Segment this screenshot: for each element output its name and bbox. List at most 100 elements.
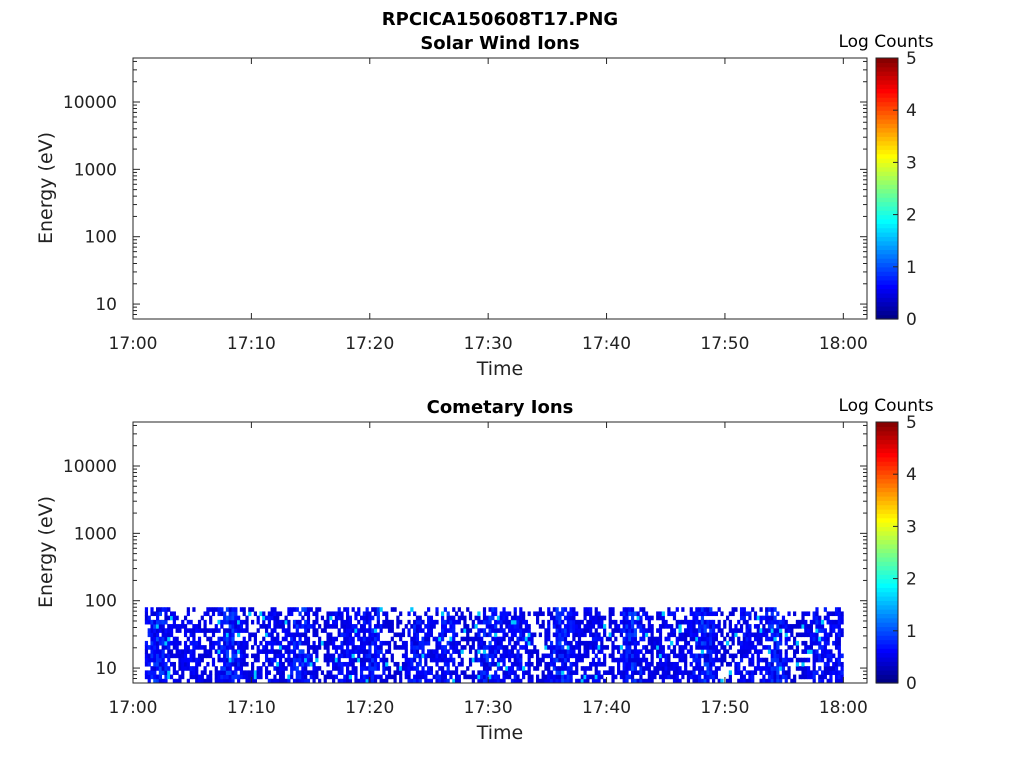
colorbar-segment bbox=[876, 297, 898, 303]
heatmap-cell bbox=[625, 611, 629, 617]
heatmap-cell bbox=[633, 628, 637, 633]
heatmap-cell bbox=[161, 649, 165, 654]
heatmap-cell bbox=[561, 661, 565, 667]
heatmap-cell bbox=[837, 624, 841, 629]
heatmap-cell bbox=[443, 628, 447, 633]
heatmap-cell bbox=[306, 670, 311, 675]
heatmap-cell bbox=[577, 645, 582, 650]
heatmap-cell bbox=[594, 615, 598, 621]
heatmap-cell bbox=[365, 657, 369, 663]
heatmap-cell bbox=[276, 661, 280, 667]
heatmap-cell bbox=[186, 636, 190, 642]
heatmap-cell bbox=[689, 661, 693, 667]
heatmap-cell bbox=[488, 674, 492, 680]
heatmap-cell bbox=[217, 636, 221, 642]
heatmap-cell bbox=[510, 670, 515, 675]
heatmap-cell bbox=[591, 636, 596, 642]
heatmap-cell bbox=[798, 632, 802, 638]
heatmap-cell bbox=[793, 624, 797, 629]
heatmap-cell bbox=[298, 670, 302, 675]
heatmap-cell bbox=[563, 636, 568, 642]
heatmap-cell bbox=[793, 678, 797, 684]
colorbar-segment bbox=[876, 426, 898, 432]
heatmap-cell bbox=[642, 678, 646, 684]
colorbar-tick-label: 2 bbox=[906, 570, 917, 590]
heatmap-cell bbox=[228, 628, 232, 633]
heatmap-cell bbox=[178, 661, 182, 667]
heatmap-cell bbox=[664, 624, 668, 629]
heatmap-cell bbox=[684, 619, 688, 625]
heatmap-cell bbox=[678, 628, 682, 633]
heatmap-cell bbox=[323, 640, 327, 646]
colorbar-segment bbox=[876, 240, 898, 246]
heatmap-cell bbox=[742, 607, 746, 612]
heatmap-cell bbox=[480, 636, 484, 642]
heatmap-cell bbox=[832, 666, 836, 671]
heatmap-cell bbox=[334, 666, 339, 671]
heatmap-cell bbox=[485, 670, 489, 675]
heatmap-cell bbox=[365, 649, 369, 654]
heatmap-cell bbox=[684, 615, 688, 621]
heatmap-cell bbox=[558, 615, 562, 621]
heatmap-cell bbox=[714, 636, 718, 642]
heatmap-cell bbox=[742, 674, 746, 680]
heatmap-cell bbox=[259, 624, 263, 629]
heatmap-cell bbox=[440, 653, 445, 659]
heatmap-cell bbox=[351, 657, 355, 663]
heatmap-cell bbox=[706, 636, 710, 642]
heatmap-cell bbox=[270, 636, 274, 642]
heatmap-cell bbox=[468, 628, 473, 633]
heatmap-cell bbox=[779, 653, 783, 659]
heatmap-cell bbox=[351, 624, 355, 629]
heatmap-cell bbox=[237, 678, 241, 684]
heatmap-cell bbox=[820, 674, 825, 680]
heatmap-cell bbox=[809, 636, 813, 642]
heatmap-cell bbox=[153, 657, 157, 663]
heatmap-cell bbox=[359, 615, 364, 621]
heatmap-cell bbox=[161, 653, 165, 659]
heatmap-cell bbox=[745, 624, 749, 629]
heatmap-cell bbox=[527, 666, 531, 671]
heatmap-cell bbox=[259, 666, 263, 671]
colorbar-segment bbox=[876, 596, 898, 601]
heatmap-cell bbox=[200, 657, 204, 663]
heatmap-cell bbox=[225, 607, 230, 612]
colorbar-segment bbox=[876, 75, 898, 81]
heatmap-cell bbox=[823, 674, 827, 680]
heatmap-cell bbox=[597, 670, 601, 675]
heatmap-cell bbox=[784, 649, 788, 654]
heatmap-cell bbox=[253, 653, 257, 659]
heatmap-cell bbox=[698, 670, 702, 675]
heatmap-cell bbox=[580, 632, 584, 638]
heatmap-cell bbox=[368, 661, 372, 667]
heatmap-cell bbox=[295, 653, 299, 659]
heatmap-cell bbox=[295, 632, 299, 638]
heatmap-cell bbox=[538, 661, 542, 667]
heatmap-cell bbox=[586, 624, 590, 629]
heatmap-cell bbox=[203, 649, 207, 654]
heatmap-cell bbox=[709, 632, 713, 638]
heatmap-cell bbox=[306, 636, 311, 642]
heatmap-cell bbox=[734, 628, 738, 633]
colorbar-segment bbox=[876, 314, 898, 320]
heatmap-cell bbox=[326, 640, 330, 646]
heatmap-cell bbox=[144, 645, 149, 650]
heatmap-cell bbox=[482, 678, 487, 684]
heatmap-cell bbox=[625, 657, 629, 663]
heatmap-cell bbox=[837, 653, 841, 659]
heatmap-cell bbox=[513, 624, 517, 629]
heatmap-cell bbox=[642, 611, 646, 617]
heatmap-cell bbox=[527, 657, 531, 663]
heatmap-cell bbox=[765, 632, 769, 638]
heatmap-cell bbox=[371, 678, 375, 684]
heatmap-cell bbox=[346, 645, 350, 650]
heatmap-cell bbox=[443, 670, 447, 675]
heatmap-cell bbox=[424, 611, 428, 617]
heatmap-cell bbox=[203, 632, 207, 638]
heatmap-cell bbox=[538, 632, 542, 638]
heatmap-cell bbox=[720, 640, 724, 646]
heatmap-cell bbox=[421, 645, 425, 650]
colorbar-segment bbox=[876, 171, 898, 177]
heatmap-cell bbox=[516, 640, 520, 646]
heatmap-cell bbox=[759, 615, 763, 621]
